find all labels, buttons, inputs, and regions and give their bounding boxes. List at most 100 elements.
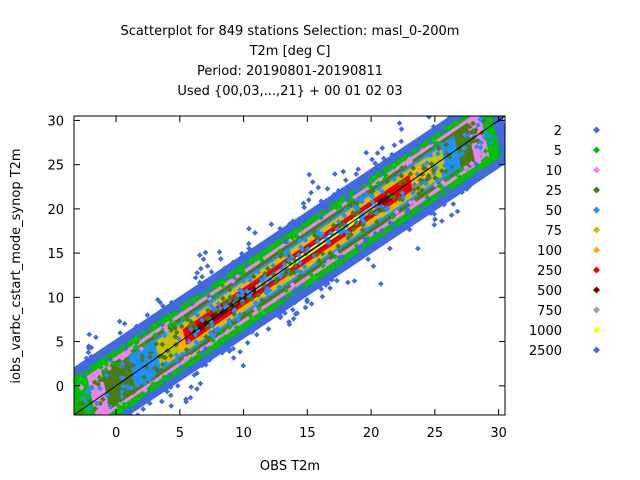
data-point bbox=[457, 110, 463, 116]
data-point bbox=[487, 133, 494, 139]
data-point bbox=[146, 400, 153, 407]
data-point bbox=[362, 235, 368, 242]
data-point bbox=[252, 230, 258, 236]
data-point bbox=[470, 120, 476, 127]
data-point bbox=[184, 316, 191, 323]
data-point bbox=[315, 235, 321, 241]
data-point bbox=[128, 385, 135, 391]
chart-title: Scatterplot for 849 stations Selection: … bbox=[121, 24, 460, 99]
data-point bbox=[372, 230, 379, 237]
data-point bbox=[286, 221, 293, 227]
data-point bbox=[168, 317, 174, 324]
x-tick-label: 20 bbox=[363, 426, 380, 441]
data-point bbox=[262, 270, 268, 277]
y-tick-label: 10 bbox=[47, 291, 64, 306]
data-point bbox=[237, 311, 243, 318]
data-point bbox=[396, 120, 403, 126]
data-point bbox=[226, 286, 233, 293]
data-point bbox=[183, 396, 189, 403]
data-point bbox=[350, 226, 357, 232]
data-point bbox=[168, 308, 175, 315]
data-point bbox=[192, 274, 199, 281]
data-point bbox=[103, 435, 109, 441]
legend-label: 2 bbox=[554, 124, 562, 139]
data-point bbox=[225, 298, 231, 304]
data-point bbox=[122, 345, 129, 352]
data-point bbox=[353, 221, 359, 228]
data-point bbox=[463, 164, 469, 171]
data-point bbox=[431, 222, 438, 228]
data-point bbox=[378, 280, 384, 287]
data-point bbox=[424, 194, 431, 201]
data-point bbox=[267, 314, 274, 321]
data-point bbox=[459, 189, 465, 196]
data-point bbox=[149, 373, 156, 379]
data-point bbox=[381, 166, 388, 172]
data-point bbox=[340, 168, 347, 175]
data-point bbox=[141, 416, 147, 422]
data-point bbox=[320, 262, 326, 269]
data-point bbox=[258, 257, 265, 264]
data-point bbox=[302, 304, 309, 311]
data-point bbox=[344, 192, 351, 199]
data-point bbox=[207, 329, 214, 336]
data-point bbox=[472, 127, 479, 133]
data-point bbox=[193, 339, 199, 345]
data-point bbox=[314, 238, 321, 245]
data-point bbox=[143, 356, 149, 363]
data-point bbox=[130, 389, 137, 395]
legend-marker bbox=[592, 226, 601, 234]
data-point bbox=[301, 264, 308, 270]
data-point bbox=[188, 319, 195, 325]
data-point bbox=[255, 292, 262, 298]
data-point bbox=[129, 362, 135, 369]
data-point bbox=[401, 178, 408, 184]
data-point bbox=[133, 323, 140, 330]
data-point bbox=[486, 69, 492, 75]
data-point bbox=[77, 447, 83, 453]
data-point bbox=[213, 327, 220, 333]
data-point bbox=[351, 278, 358, 284]
data-point bbox=[159, 353, 166, 360]
data-point bbox=[479, 130, 485, 136]
data-point bbox=[315, 184, 322, 191]
data-point bbox=[318, 198, 325, 205]
data-point bbox=[297, 237, 303, 244]
data-point bbox=[438, 141, 445, 148]
data-point bbox=[471, 108, 477, 114]
data-point bbox=[118, 393, 125, 400]
data-point bbox=[479, 81, 485, 87]
data-point bbox=[177, 356, 183, 363]
data-point bbox=[139, 356, 146, 363]
data-point bbox=[293, 233, 300, 239]
data-point bbox=[396, 180, 403, 186]
data-point bbox=[100, 376, 106, 383]
data-point bbox=[215, 300, 222, 307]
data-point bbox=[168, 403, 175, 409]
data-point bbox=[417, 177, 424, 184]
data-point bbox=[392, 170, 399, 177]
data-point bbox=[453, 171, 460, 178]
data-point bbox=[298, 244, 304, 250]
plot-frame bbox=[73, 115, 506, 416]
data-point bbox=[86, 433, 92, 439]
data-point bbox=[432, 216, 438, 223]
legend-label: 25 bbox=[545, 184, 562, 199]
data-point bbox=[428, 161, 435, 167]
data-point bbox=[299, 283, 306, 289]
data-point bbox=[345, 279, 351, 286]
data-point bbox=[417, 181, 424, 187]
data-point bbox=[468, 180, 474, 186]
legend-label: 2500 bbox=[529, 344, 562, 359]
data-point bbox=[432, 145, 439, 152]
data-point bbox=[211, 306, 217, 312]
data-point bbox=[485, 103, 491, 109]
data-point bbox=[202, 361, 209, 368]
data-point bbox=[111, 459, 117, 465]
data-point bbox=[308, 271, 314, 278]
data-point bbox=[440, 171, 447, 178]
legend-label: 500 bbox=[537, 284, 562, 299]
data-point bbox=[377, 165, 383, 172]
data-point bbox=[116, 318, 123, 325]
title-line-3: Period: 20190801-20190811 bbox=[197, 64, 383, 79]
